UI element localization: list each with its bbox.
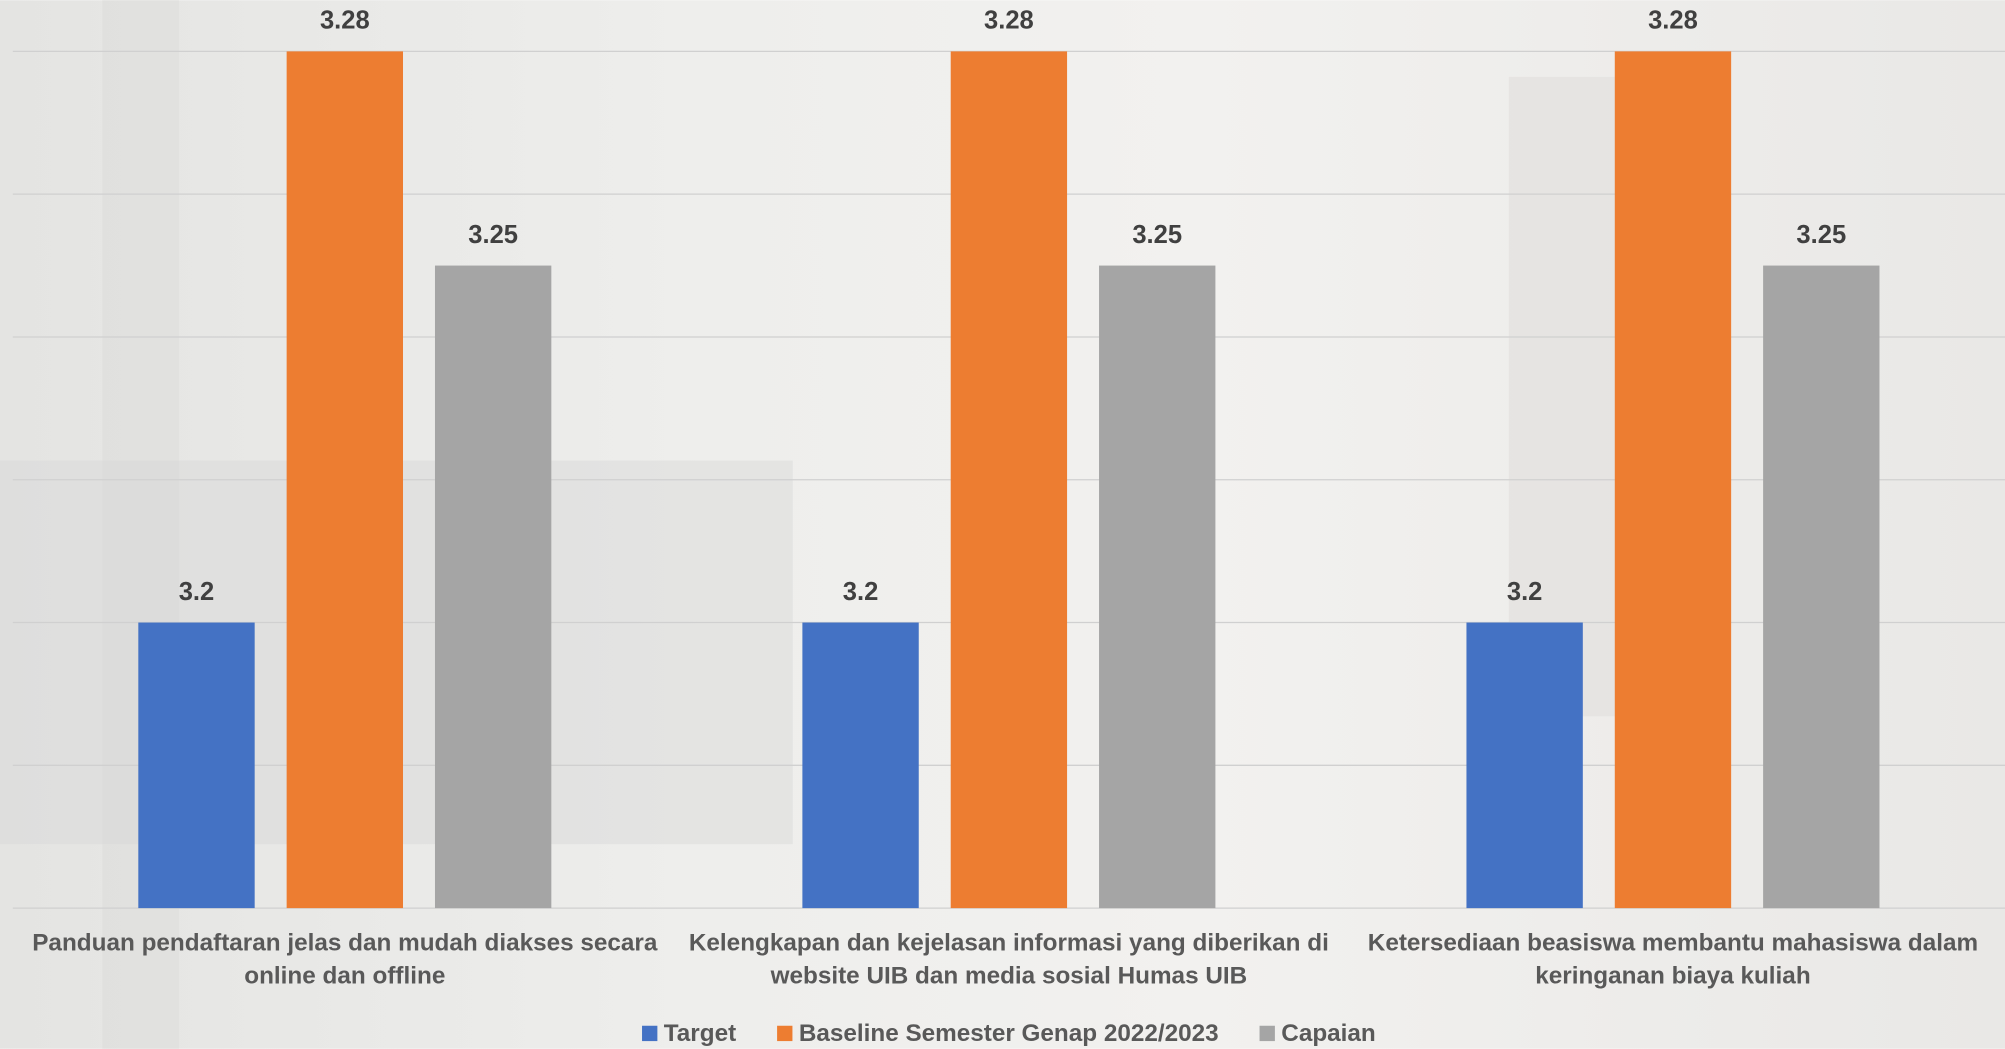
bar xyxy=(435,266,551,909)
background-shape xyxy=(1509,77,1624,716)
data-label: 3.28 xyxy=(320,7,370,35)
legend-swatch xyxy=(642,1026,657,1041)
data-label: 3.2 xyxy=(843,578,879,606)
x-tick-label-box: Kelengkapan dan kejelasan informasi yang… xyxy=(679,927,1338,1004)
bar xyxy=(138,623,254,909)
data-label: 3.25 xyxy=(1796,221,1846,249)
legend-label: Baseline Semester Genap 2022/2023 xyxy=(799,1020,1219,1047)
legend-swatch xyxy=(777,1026,792,1041)
page: {"chart_data": {"type": "bar", "categori… xyxy=(0,0,2005,1049)
data-label: 3.28 xyxy=(1648,7,1698,35)
bar xyxy=(287,51,403,908)
data-label: 3.25 xyxy=(1132,221,1182,249)
chart: 3.2 3.28 3.25 Panduan pendaftaran jelas dan… xyxy=(0,0,2005,1049)
x-tick-label: Panduan pendaftaran jelas dan mudah diak… xyxy=(15,927,674,993)
data-label: 3.2 xyxy=(1507,578,1543,606)
bar xyxy=(951,51,1067,908)
data-label: 3.25 xyxy=(468,221,518,249)
bar xyxy=(802,623,918,909)
x-tick-label-box: Ketersediaan beasiswa membantu mahasiswa… xyxy=(1343,927,2002,1004)
bar xyxy=(1763,266,1879,909)
legend-item: Baseline Semester Genap 2022/2023 xyxy=(777,1020,1219,1047)
x-tick-label: Kelengkapan dan kejelasan informasi yang… xyxy=(679,927,1338,993)
bar xyxy=(1615,51,1731,908)
legend-label: Capaian xyxy=(1281,1020,1375,1047)
data-label: 3.28 xyxy=(984,7,1034,35)
x-tick-label: Ketersediaan beasiswa membantu mahasiswa… xyxy=(1343,927,2002,993)
legend-label: Target xyxy=(664,1020,736,1047)
bar xyxy=(1099,266,1215,909)
x-tick-label-box: Panduan pendaftaran jelas dan mudah diak… xyxy=(15,927,674,1004)
data-label: 3.2 xyxy=(179,578,215,606)
bar xyxy=(1466,623,1582,909)
legend-swatch xyxy=(1260,1026,1275,1041)
bars: 3.2 3.28 3.25 Panduan pendaftaran jelas dan… xyxy=(15,7,2002,1004)
